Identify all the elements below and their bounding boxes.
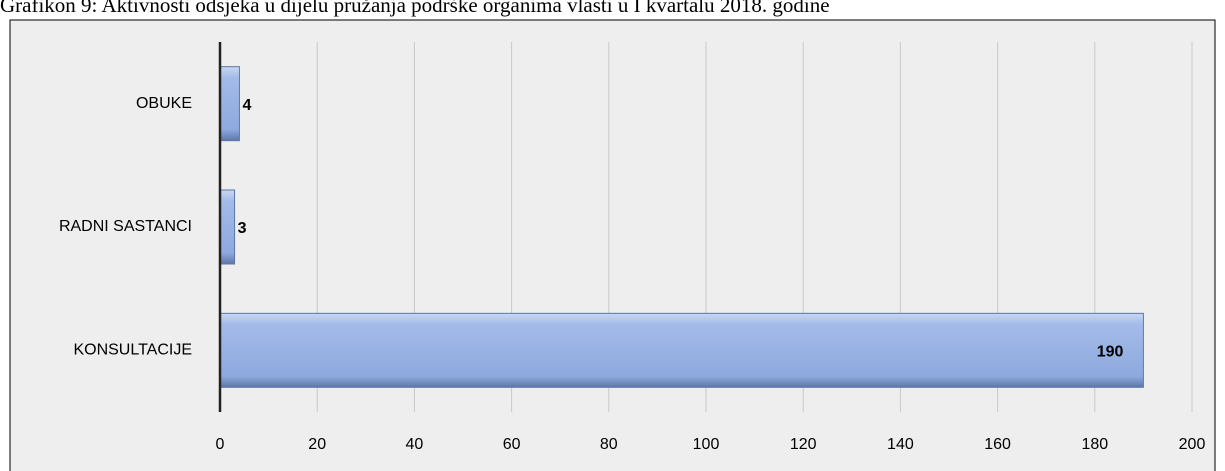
bar xyxy=(219,189,236,265)
data-label: 190 xyxy=(1097,344,1124,361)
bar xyxy=(219,66,240,142)
x-tick-label: 140 xyxy=(887,436,914,453)
x-tick-label: 180 xyxy=(1081,436,1108,453)
y-tick-label: KONSULTACIJE xyxy=(73,342,192,359)
x-tick-label: 20 xyxy=(308,436,326,453)
x-tick-label: 80 xyxy=(600,436,618,453)
chart-title: Grafikon 9: Aktivnosti odsjeka u dijelu … xyxy=(0,0,830,17)
chart-frame xyxy=(9,19,1216,471)
x-tick-label: 100 xyxy=(693,436,720,453)
y-tick-label: OBUKE xyxy=(136,95,192,112)
x-tick-label: 200 xyxy=(1179,436,1206,453)
bar xyxy=(219,312,1144,388)
x-tick-label: 0 xyxy=(216,436,225,453)
y-tick-label: RADNI SASTANCI xyxy=(59,218,192,235)
data-label: 4 xyxy=(242,97,251,114)
x-tick-label: 60 xyxy=(503,436,521,453)
x-tick-label: 160 xyxy=(984,436,1011,453)
data-label: 3 xyxy=(238,220,247,237)
x-tick-label: 40 xyxy=(406,436,424,453)
x-tick-label: 120 xyxy=(790,436,817,453)
